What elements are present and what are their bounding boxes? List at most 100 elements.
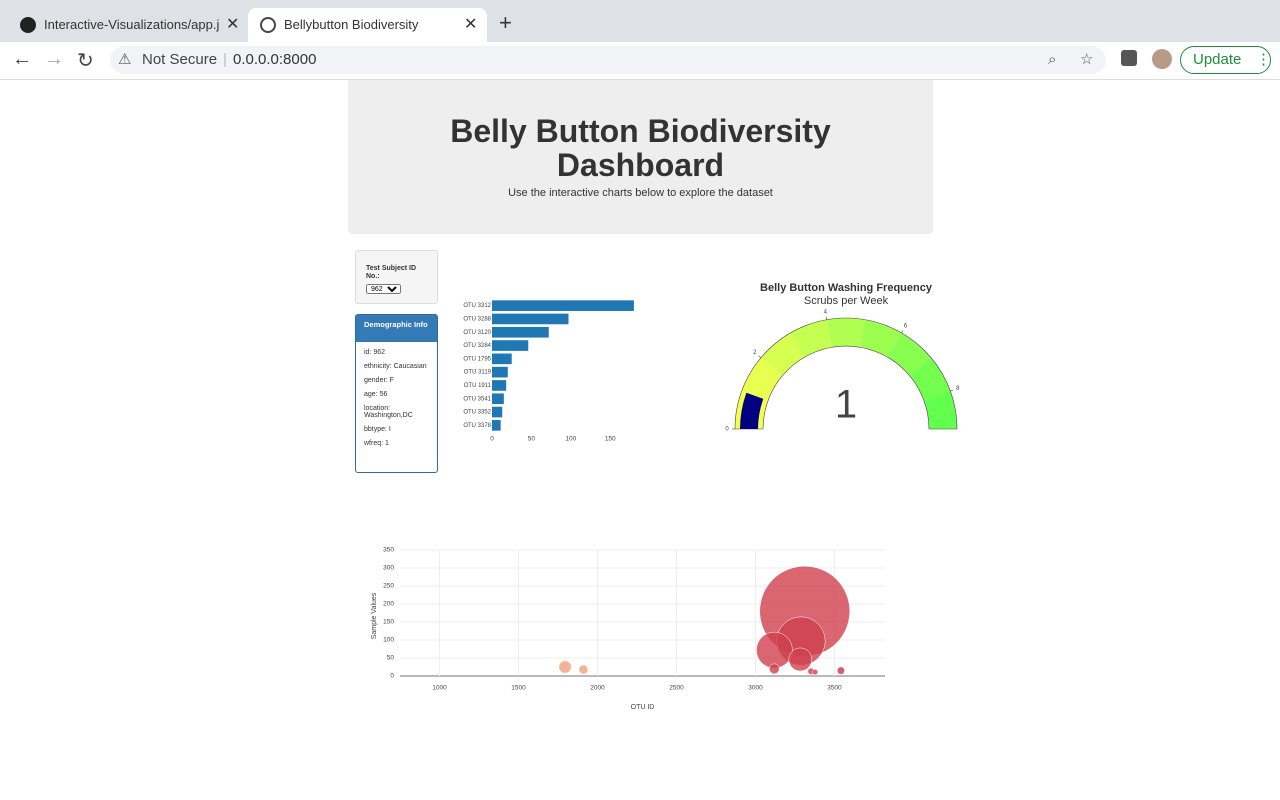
- gauge-step: [790, 319, 832, 358]
- x-tick-label: 1500: [511, 685, 526, 692]
- y-tick-label: OTU 3288: [463, 317, 491, 323]
- bar: [492, 406, 503, 418]
- gauge-value: 1: [835, 383, 857, 427]
- y-tick-label: 350: [383, 547, 394, 554]
- demographic-body: id: 962 ethnicity: Caucasian gender: F age:…: [356, 342, 437, 447]
- gauge-tick: [825, 316, 828, 320]
- x-tick-label: 100: [565, 436, 576, 443]
- selector-panel: Test Subject ID No.: 962: [355, 250, 438, 304]
- bar-chart: 0 50 100 150 OTU 3312 OTU 3288 OTU 3120 OTU 328…: [463, 300, 634, 443]
- globe-icon: [260, 17, 276, 33]
- y-tick-label: 0: [390, 673, 394, 680]
- y-tick-label: OTU 3352: [463, 410, 491, 416]
- forward-button[interactable]: →: [44, 48, 64, 70]
- url: 0.0.0.0:8000: [233, 51, 317, 68]
- tab-title: Bellybutton Biodiversity: [284, 17, 419, 32]
- update-label: Update: [1193, 51, 1242, 68]
- gauge-tick-label: 6: [904, 324, 908, 330]
- new-tab[interactable]: +: [499, 10, 512, 35]
- gauge-subtitle: Scrubs per Week: [804, 295, 889, 307]
- gauge-title: Belly Button Washing Frequency: [760, 282, 933, 294]
- bookmark-icon[interactable]: ☆: [1080, 51, 1094, 68]
- bubble-chart: 0 50 100 150 200 250 300 350 1000 1500 2000 2500 300…: [371, 547, 885, 711]
- gauge-bar: [740, 392, 764, 429]
- y-tick-label: OTU 3541: [463, 396, 491, 402]
- bar: [492, 326, 549, 338]
- y-tick-label: OTU 3120: [463, 330, 491, 336]
- tab-bar: [0, 0, 1280, 42]
- gauge-step: [760, 332, 805, 376]
- warning-icon: ⚠: [118, 51, 132, 68]
- gauge-tick: [901, 330, 904, 334]
- gauge-tick-label: 8: [956, 386, 960, 392]
- tab-active[interactable]: Bellybutton Biodiversity ✕: [248, 8, 487, 42]
- y-tick-label: 250: [383, 583, 394, 590]
- update-button[interactable]: Update ⋮: [1180, 46, 1271, 74]
- demographic-row: ethnicity: Caucasian: [364, 363, 427, 370]
- bubble: [788, 647, 813, 672]
- bar: [492, 340, 529, 351]
- page-title: Belly Button Biodiversity Dashboard: [450, 113, 831, 183]
- selector-label: Test Subject ID No.:: [366, 265, 417, 280]
- reload-button[interactable]: ↻: [77, 50, 94, 72]
- x-tick-label: 3500: [827, 685, 842, 692]
- page-subtitle: Use the interactive charts below to expl…: [508, 187, 773, 199]
- bubble: [836, 666, 845, 675]
- y-tick-label: 300: [383, 565, 394, 572]
- subject-select[interactable]: 962: [366, 284, 401, 294]
- separator: |: [223, 51, 227, 68]
- demographic-row: age: 56: [364, 391, 388, 398]
- x-tick-label: 50: [528, 436, 536, 443]
- gauge-step: [741, 357, 783, 401]
- github-icon: [20, 17, 36, 33]
- bar: [492, 300, 634, 311]
- address-bar[interactable]: ⚠ Not Secure | 0.0.0.0:8000 ⌕ ☆: [110, 46, 1106, 74]
- extensions-icon[interactable]: [1121, 50, 1137, 66]
- y-tick-label: 150: [383, 619, 394, 626]
- y-axis-label: Sample Values: [371, 592, 378, 639]
- x-tick-label: 150: [605, 436, 616, 443]
- x-tick-label: 2000: [590, 685, 605, 692]
- demographic-row: gender: F: [364, 377, 394, 384]
- zoom-icon[interactable]: ⌕: [1048, 51, 1057, 68]
- x-tick-label: 0: [490, 436, 494, 443]
- gauge-tick: [758, 355, 762, 358]
- bar: [492, 380, 507, 391]
- y-tick-label: OTU 1795: [463, 356, 491, 362]
- demographic-row: bbtype: I: [364, 426, 391, 433]
- y-tick-label: 100: [383, 637, 394, 644]
- demographic-heading: Demographic Info: [356, 315, 437, 342]
- tab-title: Interactive-Visualizations/app.j: [44, 17, 220, 32]
- jumbotron: Belly Button Biodiversity Dashboard Use …: [348, 80, 933, 234]
- gauge-step: [826, 318, 866, 348]
- bar: [492, 420, 501, 431]
- gauge-step: [923, 391, 957, 429]
- gauge-outline: [734, 317, 958, 430]
- close-tab[interactable]: ✕: [226, 16, 240, 33]
- demographic-row: wfreq: 1: [364, 440, 389, 447]
- bubble: [769, 663, 780, 675]
- y-tick-label: OTU 3312: [463, 303, 491, 309]
- bubble: [578, 664, 589, 675]
- bubble: [812, 669, 819, 676]
- x-tick-label: 3000: [748, 685, 763, 692]
- demographic-panel: Demographic Info id: 962 ethnicity: Cauca…: [355, 314, 438, 473]
- bar: [492, 313, 569, 325]
- profile-avatar[interactable]: [1152, 49, 1172, 69]
- bar: [492, 366, 508, 378]
- back-button[interactable]: ←: [12, 48, 32, 70]
- close-tab[interactable]: ✕: [464, 16, 478, 33]
- demographic-row: location: Washington,DC: [364, 405, 413, 419]
- gauge-tick-label: 4: [824, 309, 828, 315]
- bar: [492, 353, 512, 365]
- gauge-step: [909, 357, 951, 401]
- bubble: [756, 631, 793, 669]
- y-tick-label: OTU 3119: [464, 370, 492, 376]
- y-tick-label: 50: [387, 655, 395, 662]
- gauge-step: [887, 332, 932, 376]
- security-label: Not Secure: [142, 51, 218, 68]
- gauge-step: [860, 319, 902, 358]
- tab[interactable]: Interactive-Visualizations/app.j ✕: [8, 8, 246, 42]
- x-axis-label: OTU ID: [631, 704, 655, 711]
